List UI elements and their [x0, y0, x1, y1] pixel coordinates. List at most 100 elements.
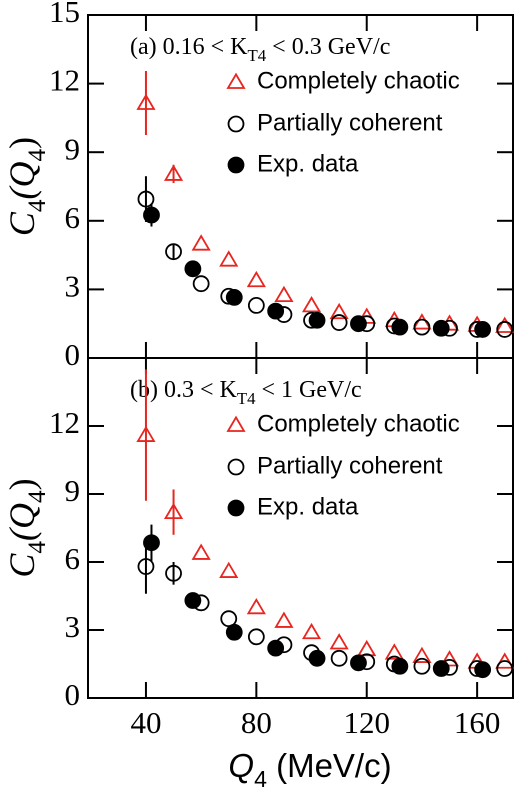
y-tick-label: 6 [65, 200, 81, 235]
data-point [301, 622, 322, 640]
label-part: (a) 0.16 < K [130, 34, 248, 60]
y-tick-label: 9 [65, 131, 81, 166]
data-point [163, 164, 184, 181]
legend-marker [226, 72, 246, 89]
data-point [357, 639, 377, 657]
y-axis-label: C4(Q4) [2, 478, 51, 577]
data-point [137, 190, 155, 208]
data-point [495, 316, 515, 333]
x-tick-label: 160 [454, 705, 501, 740]
data-point [267, 302, 285, 320]
label-part: 4 [24, 148, 51, 161]
data-point [246, 270, 266, 288]
data-point [474, 321, 492, 338]
data-point [191, 234, 211, 251]
label-part: ) [2, 478, 42, 490]
data-point [246, 597, 266, 615]
data-point [274, 611, 294, 628]
legend-marker [227, 458, 245, 476]
label-part: 4 [24, 199, 51, 212]
y-tick-label: 3 [65, 269, 81, 304]
y-axis-label: C4(Q4) [2, 137, 51, 236]
panel-label: (a) 0.16 < KT4 < 0.3 GeV/c [130, 34, 390, 66]
data-point [412, 646, 432, 663]
legend-label: Partially coherent [257, 452, 443, 479]
y-tick-label: 9 [65, 473, 81, 508]
data-point [308, 311, 326, 329]
label-part: ) [2, 137, 42, 149]
x-tick-label: 40 [130, 705, 161, 740]
label-part: T4 [248, 46, 267, 65]
panel: 0 3 6 9 12 15 C4(Q4) (a) 0.16 < KT4 < 0.3 GeV/c… [2, 0, 515, 372]
legend-marker [227, 115, 245, 133]
label-part: C [2, 553, 42, 578]
data-point [192, 275, 210, 293]
label-part: (Q [2, 503, 42, 541]
data-point [136, 93, 156, 110]
legend-label: Exp. data [257, 493, 359, 520]
data-point [391, 657, 409, 675]
data-point [474, 661, 492, 679]
label-part: < 1 GeV/c [256, 377, 362, 403]
y-tick-label: 6 [65, 541, 81, 576]
legend-marker [227, 499, 245, 517]
data-point [184, 260, 202, 278]
data-point [391, 318, 409, 336]
y-tick-label: 15 [49, 0, 80, 29]
data-point [329, 633, 349, 650]
label-part: 4 [24, 541, 51, 554]
label-part: (b) 0.3 < K [130, 377, 238, 403]
data-point [163, 502, 184, 520]
data-point [495, 652, 515, 669]
y-tick-label: 0 [65, 337, 81, 372]
data-point [308, 649, 326, 667]
y-tick-label: 0 [65, 677, 81, 712]
data-point [247, 297, 265, 314]
label-part: C [2, 211, 42, 236]
data-point [350, 654, 367, 672]
label-part: < 0.3 GeV/c [266, 34, 390, 60]
panel-label: (b) 0.3 < KT4 < 1 GeV/c [130, 377, 362, 409]
data-point [165, 564, 182, 582]
legend-label: Partially coherent [257, 109, 443, 136]
label-part: Q [228, 747, 254, 784]
data-point [143, 534, 160, 552]
legend-marker [227, 156, 245, 174]
label-part: (MeV/c) [267, 747, 392, 784]
label-part: 4 [24, 490, 51, 503]
data-point [191, 543, 211, 560]
data-point [143, 206, 160, 224]
legend-label: Completely chaotic [257, 410, 460, 437]
data-point [274, 285, 294, 303]
data-point [432, 319, 450, 337]
data-point [225, 289, 243, 306]
y-tick-label: 12 [49, 63, 80, 98]
legend-label: Completely chaotic [257, 67, 460, 94]
y-tick-label: 3 [65, 609, 81, 644]
legend-marker [226, 415, 246, 432]
x-axis-label: Q4 (MeV/c) [228, 747, 391, 791]
legend-label: Exp. data [257, 150, 359, 177]
data-point [225, 623, 243, 641]
x-tick-label: 80 [241, 705, 272, 740]
data-point [301, 296, 322, 313]
data-point [136, 425, 156, 442]
data-point [439, 650, 460, 667]
x-tick-label: 120 [343, 705, 390, 740]
data-point [165, 243, 182, 261]
data-point [496, 660, 514, 677]
data-point [384, 643, 404, 660]
label-part: T4 [237, 389, 256, 408]
data-point [330, 314, 348, 331]
data-point [350, 315, 367, 333]
data-point [219, 561, 239, 578]
label-part: 4 [254, 766, 267, 791]
y-tick-label: 12 [49, 405, 80, 440]
data-point [330, 649, 348, 667]
data-point [496, 321, 514, 338]
data-point [413, 318, 431, 336]
data-point [137, 558, 155, 575]
data-point [247, 628, 265, 646]
